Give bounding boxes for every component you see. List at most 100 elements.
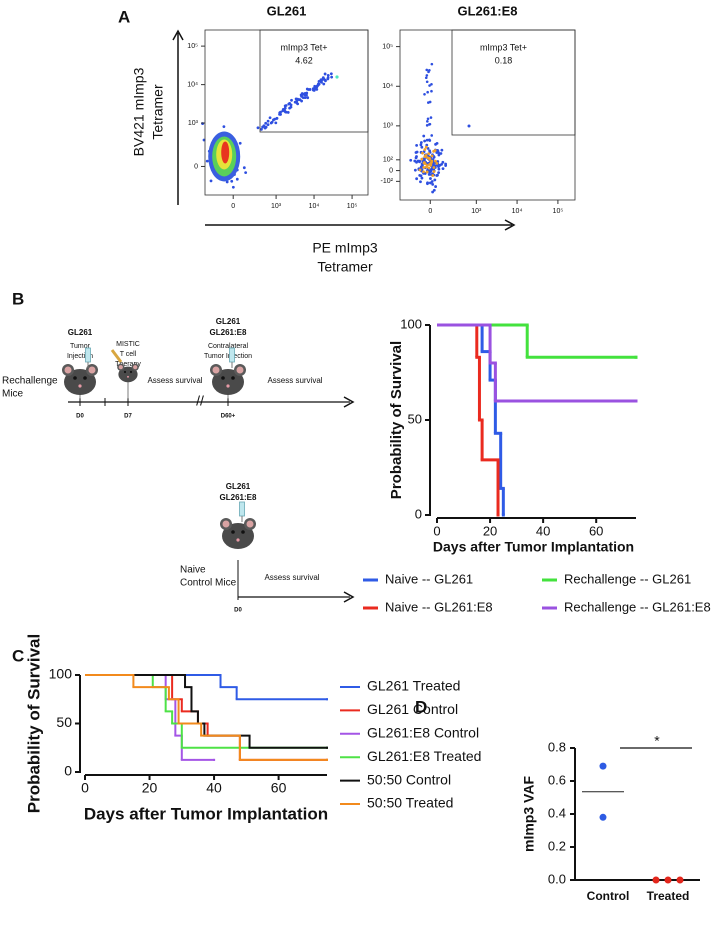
event (415, 155, 418, 158)
event (306, 96, 310, 100)
x-axis-label: Days after Tumor Implantation (84, 804, 328, 823)
x-tick-label: Treated (647, 889, 690, 903)
event (432, 166, 436, 169)
y-tick-label: 0 (194, 163, 198, 170)
event (428, 156, 431, 160)
event (244, 171, 248, 175)
y-tick-label: 0.6 (548, 772, 566, 787)
event (268, 116, 272, 120)
event (288, 106, 292, 110)
event (436, 173, 439, 177)
step-text: Tumor Injection (204, 353, 252, 360)
step-text: Contralateral (208, 343, 249, 350)
event (323, 72, 327, 76)
event (209, 179, 213, 183)
y-tick-label: 10⁵ (382, 43, 393, 50)
event (418, 168, 422, 172)
event (429, 162, 433, 165)
x-tick-label: 40 (536, 523, 550, 538)
y-tick-label: 10⁴ (187, 81, 198, 88)
arrow-head (172, 29, 184, 41)
event (259, 127, 263, 131)
gate (451, 29, 576, 136)
event (441, 160, 445, 164)
event (317, 82, 320, 86)
y-tick-label: 0.4 (548, 805, 566, 820)
step-text: MISTIC (116, 341, 140, 348)
event (281, 109, 285, 113)
timepoint-label: D60+ (221, 414, 236, 420)
plot-title: GL261 (267, 3, 307, 18)
event (433, 178, 437, 182)
x-axis-label: Tetramer (317, 259, 373, 275)
syringe (229, 347, 235, 363)
event (264, 121, 268, 125)
y-tick-label: 10⁵ (187, 43, 198, 50)
event (425, 170, 429, 174)
event (415, 150, 419, 154)
y-axis-label: Probability of Survival (388, 341, 405, 499)
x-tick-label: 20 (142, 780, 158, 796)
legend-label: GL261 Control (367, 701, 458, 717)
syringe-needle (110, 349, 123, 363)
event (434, 185, 438, 188)
data-point (652, 876, 660, 884)
event (424, 145, 428, 149)
event (425, 68, 429, 72)
y-tick-label: 0 (415, 506, 422, 521)
event (420, 145, 424, 149)
event (329, 72, 333, 76)
event (432, 155, 436, 159)
y-tick-label: 10³ (188, 120, 199, 127)
event (444, 162, 448, 166)
legend-label: GL261:E8 Treated (367, 748, 481, 764)
x-tick-label: 40 (206, 780, 222, 796)
event (425, 80, 429, 84)
event (296, 102, 300, 106)
event (425, 124, 429, 127)
x-tick-label: 60 (271, 780, 287, 796)
timepoint-label: D7 (124, 414, 132, 420)
event (418, 174, 422, 177)
arrow-head (343, 591, 355, 603)
event (422, 134, 426, 138)
event (274, 121, 278, 125)
event (266, 123, 270, 127)
legend-label: 50:50 Control (367, 771, 451, 787)
panel-label: B (12, 289, 24, 308)
mouse-eye (129, 370, 133, 374)
event (269, 121, 273, 125)
event (429, 169, 432, 173)
mouse-ear-inner (246, 520, 254, 528)
mouse-ear-inner (118, 365, 123, 370)
event (222, 125, 226, 129)
x-tick-label: 10⁵ (553, 208, 564, 215)
event (427, 70, 430, 74)
event (295, 99, 299, 103)
x-tick-label: 10⁴ (309, 203, 320, 210)
y-tick-label: 50 (56, 714, 72, 730)
event (256, 126, 260, 130)
mouse-eye (231, 530, 235, 534)
mouse-ear-inner (212, 366, 220, 374)
data-point (676, 876, 684, 884)
legend-label: GL261:E8 Control (367, 725, 479, 741)
legend-label: Naive -- GL261:E8 (385, 599, 493, 614)
step-text: T cell (120, 351, 137, 358)
event (419, 143, 423, 147)
mouse-nose (78, 384, 82, 388)
event (423, 148, 427, 151)
y-tick-label: 10⁴ (382, 83, 393, 90)
event (417, 159, 421, 163)
plot-title: GL261:E8 (458, 3, 518, 18)
event (428, 181, 432, 185)
x-tick-label: 20 (483, 523, 497, 538)
legend-label: Naive -- GL261 (385, 571, 473, 586)
syringe (239, 501, 245, 517)
event (305, 91, 309, 95)
mouse-icon (210, 364, 246, 395)
gate (259, 29, 369, 133)
event (440, 163, 443, 166)
event (238, 141, 242, 145)
event (324, 79, 327, 83)
